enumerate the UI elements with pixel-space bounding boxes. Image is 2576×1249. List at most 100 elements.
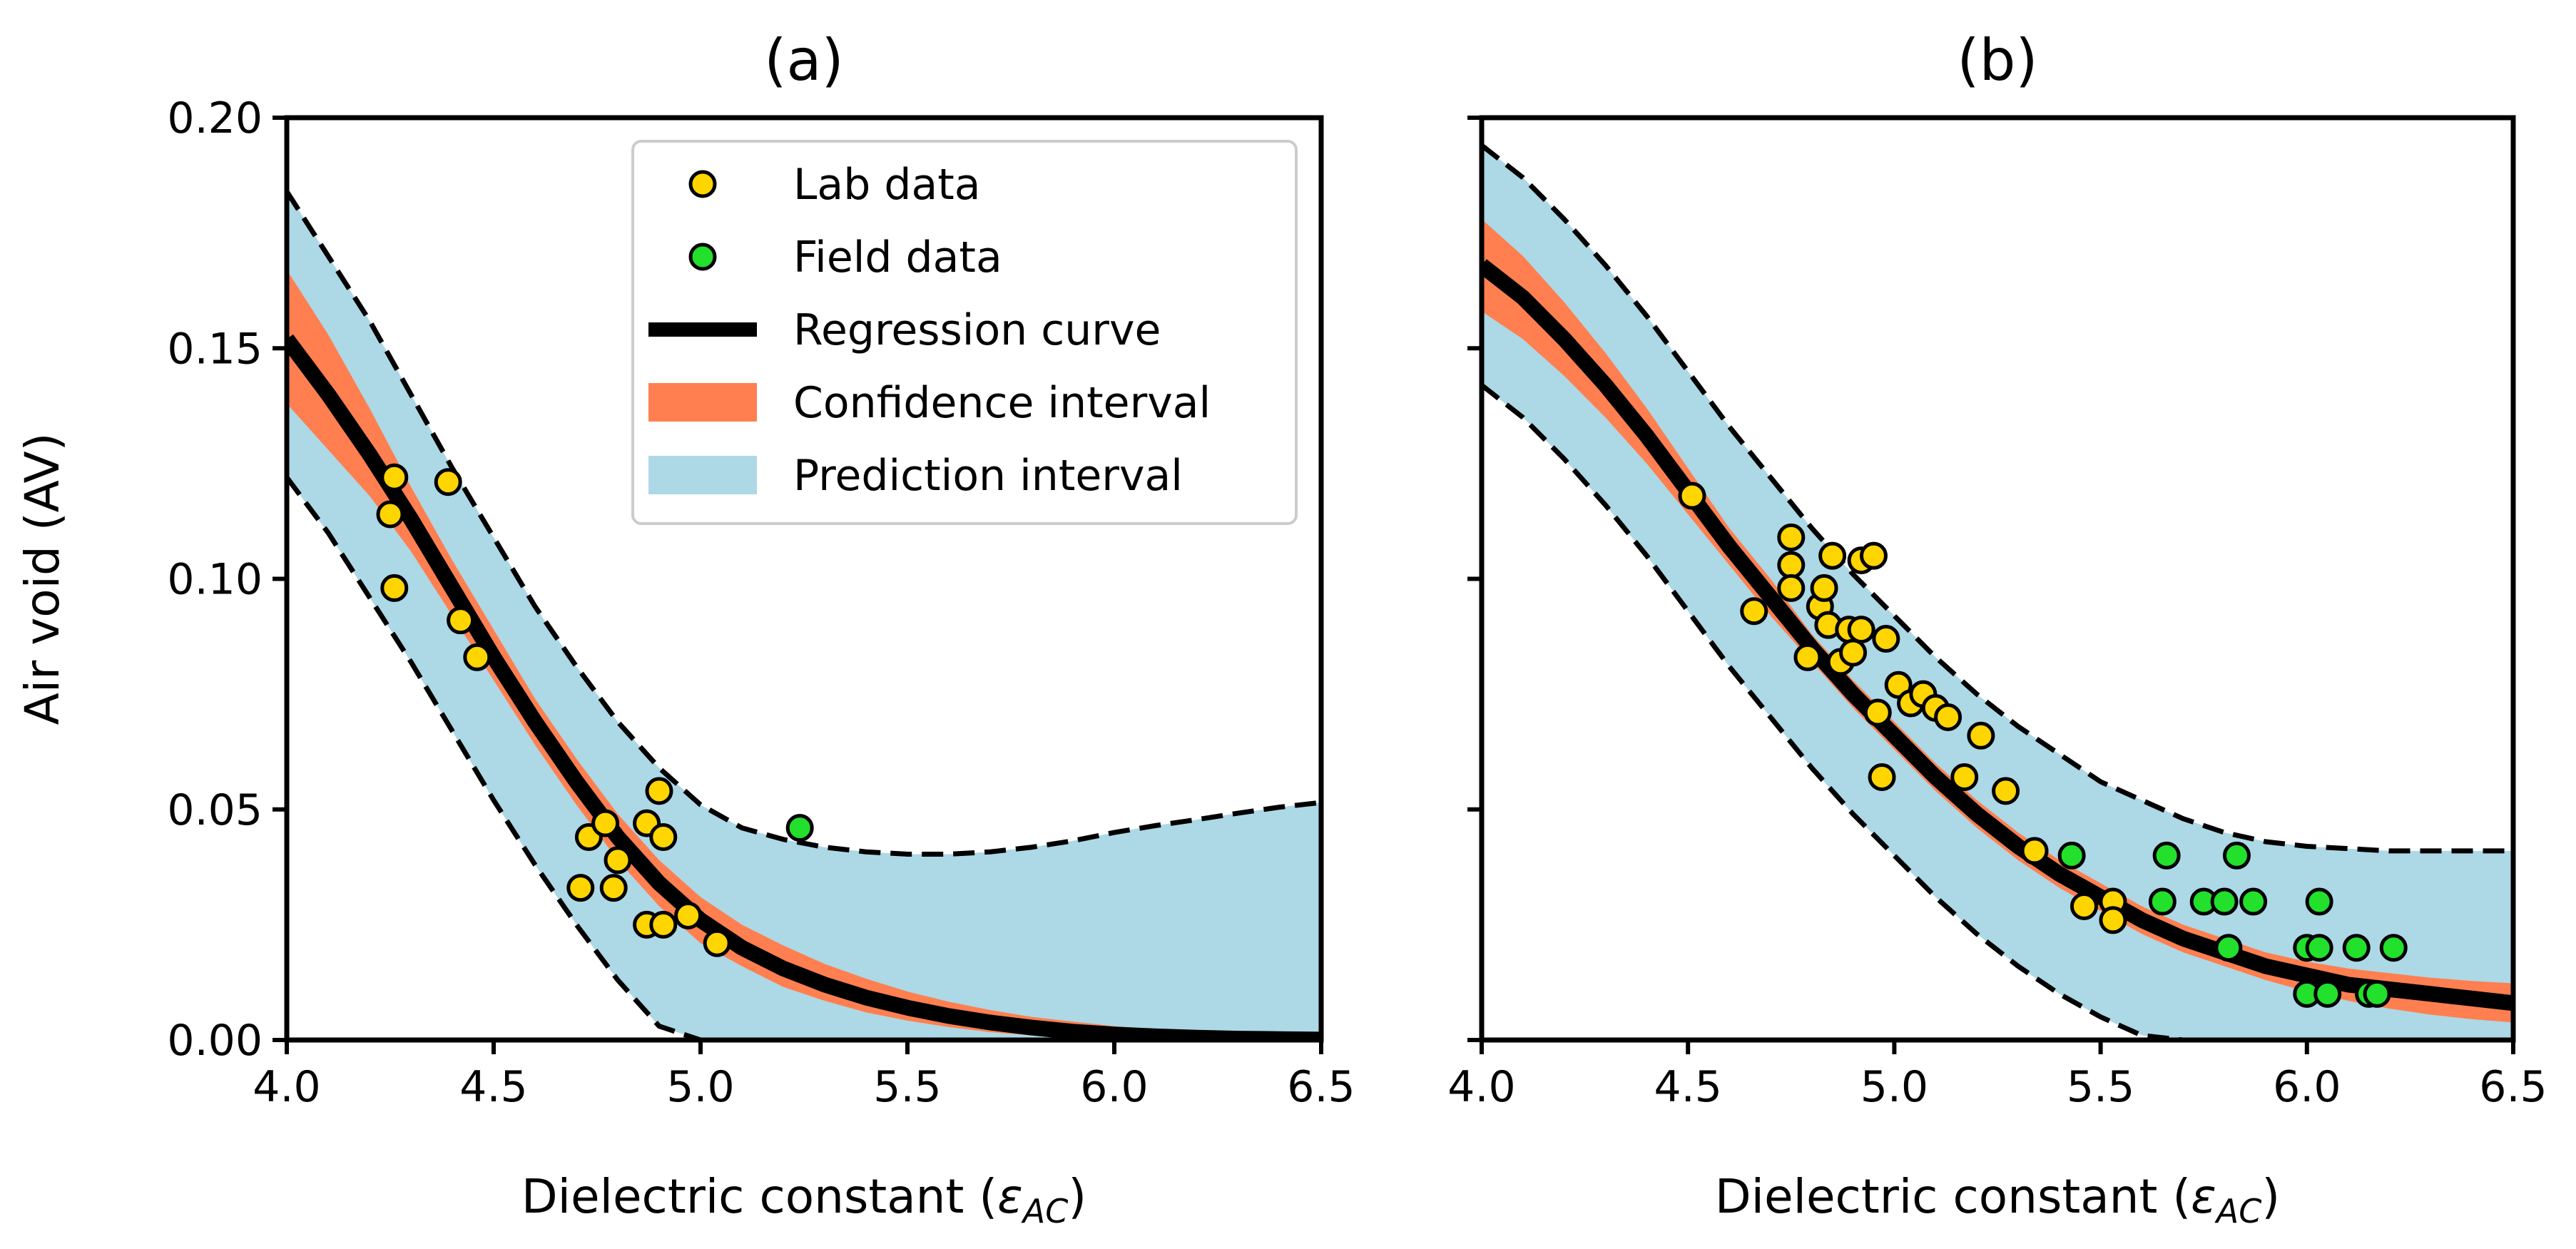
lab-data-point <box>2070 892 2098 921</box>
x-axis-label-subscript: AC <box>1021 1192 1069 1230</box>
field-data-point <box>2148 887 2177 916</box>
lab-data-point <box>591 809 620 837</box>
x-axis-label: Dielectric constant (εAC) <box>521 1169 1086 1230</box>
prediction-lower-boundary <box>287 476 1321 1040</box>
field-data-point <box>2239 887 2268 916</box>
field-data-point <box>2305 934 2333 962</box>
field-data-point <box>2214 934 2243 962</box>
legend-patch <box>648 456 757 494</box>
field-data-point <box>2057 841 2086 870</box>
y-tick-label: 0.05 <box>167 785 263 835</box>
x-axis-label-close: ) <box>2261 1169 2280 1224</box>
legend-item: Confidence interval <box>648 378 1211 428</box>
lab-data-point <box>1950 763 1979 791</box>
y-tick-label: 0.10 <box>167 555 263 605</box>
panel-b: 4.0 4.5 5.0 5.5 6.0 6.5 (b) Dielectric constant… <box>1447 27 2547 1230</box>
lab-data-point <box>376 500 404 529</box>
x-axis-label-text: Dielectric constant ( <box>521 1169 997 1224</box>
x-tick-label: 6.5 <box>1287 1062 1355 1112</box>
x-tick-label: 5.0 <box>1860 1062 1928 1112</box>
field-data-point <box>2342 934 2371 962</box>
legend-label: Confidence interval <box>793 378 1211 428</box>
lab-data-point <box>434 468 462 496</box>
lab-data-point <box>2020 837 2049 865</box>
x-axis-label-symbol: ε <box>997 1169 1023 1224</box>
lab-data-point <box>1863 698 1892 727</box>
field-data-point <box>2313 979 2342 1008</box>
legend-marker <box>688 170 717 198</box>
x-tick-label: 4.0 <box>1447 1062 1515 1112</box>
lab-data-point <box>1992 777 2020 805</box>
lab-data-point <box>1859 541 1888 570</box>
field-data-point <box>2152 841 2181 870</box>
lab-data-point <box>1777 551 1806 579</box>
lab-data-point <box>674 901 703 929</box>
lab-data-point <box>1810 573 1838 602</box>
prediction-interval-band <box>287 191 1321 1040</box>
panel-title: (a) <box>764 27 843 93</box>
panel-a: 4.0 4.5 5.0 5.5 6.0 6.5 0.00 0.05 0.10 0.15 0.20 (a… <box>15 27 1355 1230</box>
panel-title: (b) <box>1957 27 2037 93</box>
lab-data-point <box>604 846 632 875</box>
lab-data-point <box>566 874 595 902</box>
prediction-upper-boundary <box>1482 143 2513 854</box>
lab-data-point <box>1868 763 1896 791</box>
regression-curve <box>287 334 1321 1040</box>
x-tick-label: 4.0 <box>253 1062 320 1112</box>
x-axis-label: Dielectric constant (εAC) <box>1715 1169 2280 1230</box>
lab-data-point <box>599 874 628 902</box>
legend-item: Regression curve <box>648 305 1161 355</box>
x-axis-label-symbol: ε <box>2191 1169 2216 1224</box>
plot-area <box>287 190 1321 1040</box>
x-tick-label: 5.5 <box>2067 1062 2134 1112</box>
field-data-point <box>2379 934 2408 962</box>
lab-data-point <box>1839 638 1868 667</box>
lab-data-point <box>1847 616 1875 644</box>
legend-label: Field data <box>793 233 1002 282</box>
x-axis-label-text: Dielectric constant ( <box>1715 1169 2191 1224</box>
lab-data-point <box>380 573 409 602</box>
lab-data-point <box>645 777 673 805</box>
x-tick-label: 6.0 <box>1080 1062 1148 1112</box>
plot-area <box>1482 143 2513 1040</box>
lab-data-point <box>1818 541 1847 570</box>
y-tick-label: 0.15 <box>167 324 263 374</box>
legend-label: Prediction interval <box>793 451 1183 501</box>
regression-curve <box>1482 259 2513 1011</box>
legend-item: Lab data <box>688 160 981 210</box>
x-tick-label: 4.5 <box>459 1062 527 1112</box>
legend-patch <box>648 383 757 422</box>
lab-data-point <box>2099 906 2127 934</box>
lab-data-point <box>703 929 731 957</box>
legend-label: Lab data <box>793 160 981 210</box>
x-tick-label: 5.5 <box>873 1062 941 1112</box>
lab-data-point <box>447 606 475 635</box>
lab-data-point <box>380 463 409 491</box>
x-tick-label: 4.5 <box>1654 1062 1721 1112</box>
prediction-upper-boundary <box>287 190 1321 857</box>
legend-item: Prediction interval <box>648 451 1183 501</box>
lab-data-point <box>649 823 678 852</box>
lab-data-point <box>1777 523 1806 551</box>
x-tick-label: 5.0 <box>666 1062 734 1112</box>
lab-data-point <box>1872 625 1900 653</box>
field-data-point <box>2222 841 2251 870</box>
x-tick-label: 6.5 <box>2479 1062 2547 1112</box>
x-axis-label-close: ) <box>1068 1169 1086 1224</box>
x-axis-label-subscript: AC <box>2214 1192 2262 1230</box>
prediction-lower-boundary <box>1482 383 2513 1040</box>
lab-data-point <box>1678 481 1706 510</box>
lab-data-point <box>1740 597 1768 626</box>
lab-data-point <box>1793 643 1822 671</box>
legend-marker <box>688 243 717 271</box>
field-data-point <box>2305 887 2333 916</box>
lab-data-point <box>463 643 492 671</box>
legend-box <box>631 140 1298 525</box>
legend: Lab data Field data Regression curve Confid… <box>631 140 1298 525</box>
y-tick-label: 0.20 <box>167 93 263 143</box>
lab-data-point <box>1777 573 1806 602</box>
y-axis-label: Air void (AV) <box>15 433 70 725</box>
legend-label: Regression curve <box>793 305 1161 355</box>
prediction-interval-band <box>1482 145 2513 1040</box>
